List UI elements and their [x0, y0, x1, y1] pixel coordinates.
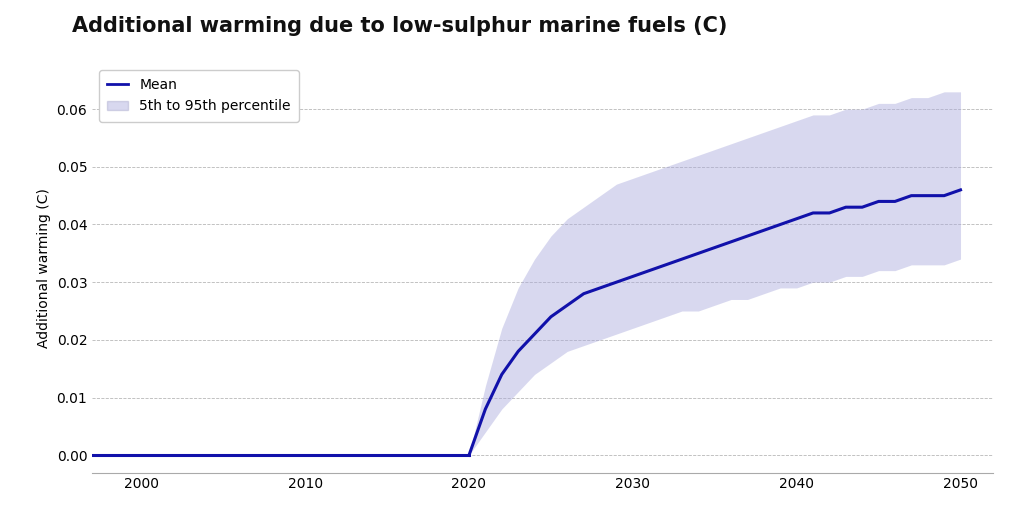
Text: Additional warming due to low-sulphur marine fuels (C): Additional warming due to low-sulphur ma… [72, 16, 727, 36]
Y-axis label: Additional warming (C): Additional warming (C) [37, 188, 51, 348]
Legend: Mean, 5th to 95th percentile: Mean, 5th to 95th percentile [99, 70, 299, 122]
